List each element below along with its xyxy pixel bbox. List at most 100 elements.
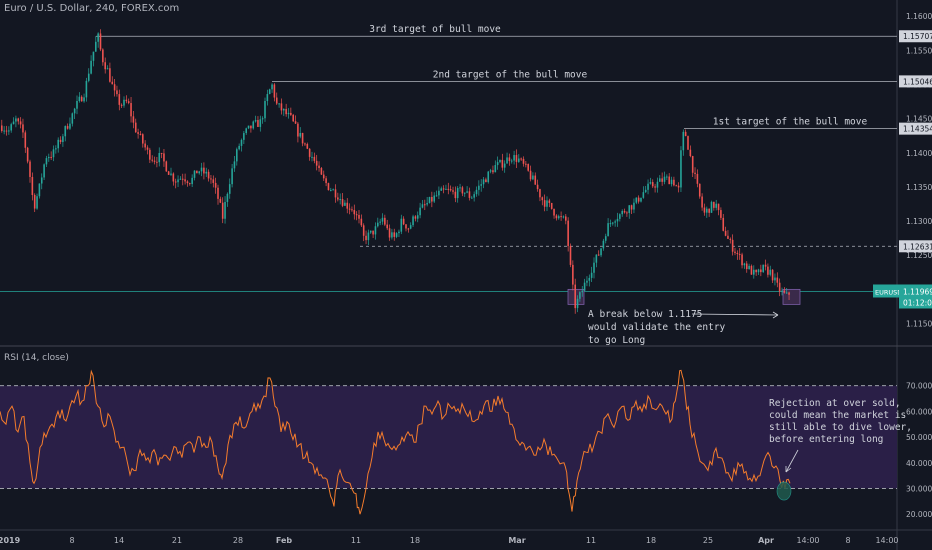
candle-body: [181, 178, 184, 180]
candle-body: [767, 266, 769, 275]
time-tick-label: 11: [351, 536, 361, 545]
candle-body: [731, 239, 734, 252]
candle-body: [405, 224, 407, 229]
candle-body: [167, 171, 170, 175]
time-tick-label: 8: [845, 536, 850, 545]
rsi-annotation-line: Rejection at over sold,: [769, 398, 901, 409]
candle-body: [621, 210, 623, 215]
candle-body: [424, 204, 426, 206]
candle-body: [649, 182, 652, 184]
candle-body: [174, 181, 177, 183]
candle-body: [670, 179, 673, 185]
candle-body: [614, 221, 616, 223]
candle-body: [536, 184, 539, 190]
candle-body: [189, 183, 191, 185]
candle-body: [753, 269, 755, 275]
time-axis[interactable]: 2019 8 14 21 28 Feb 11 18 Mar 11 18 25 Apr 14:00 8 14:0…: [0, 536, 899, 545]
candle-body: [694, 172, 696, 174]
candle-body: [69, 123, 71, 129]
candle-body: [127, 101, 130, 104]
candle-body: [111, 81, 114, 85]
candle-body: [447, 188, 450, 190]
candle-body: [156, 161, 158, 163]
rsi-label: RSI (14, close): [4, 353, 69, 363]
rsi-tick-label: 70.0000: [906, 382, 932, 391]
price-tick-label: 1.15500: [906, 46, 932, 55]
candle-body: [5, 130, 8, 132]
candle-body: [146, 147, 149, 150]
candle-body: [313, 156, 316, 161]
candle-body: [384, 217, 386, 225]
candle-body: [236, 149, 238, 162]
candle-body: [604, 236, 607, 241]
candle-body: [280, 103, 283, 111]
candle-body: [369, 230, 372, 233]
candle-body: [454, 191, 457, 199]
candle-body: [776, 277, 779, 283]
candle-body: [193, 170, 196, 178]
candle-body: [102, 49, 104, 63]
candle-body: [226, 193, 229, 202]
time-tick-label: 8: [69, 536, 74, 545]
candle-body: [659, 178, 661, 182]
candle-body: [473, 194, 475, 198]
time-tick-label: 21: [172, 536, 182, 545]
candle-body: [172, 173, 175, 182]
candle-body: [682, 131, 685, 151]
candle-body: [574, 284, 576, 309]
candle-body: [532, 175, 534, 180]
candle-body: [666, 176, 668, 178]
price-axis[interactable]: 1.160001.155001.150001.145001.140001.135…: [906, 12, 932, 328]
candle-body: [668, 176, 670, 185]
candle-body: [626, 212, 628, 214]
price-tick-label: 1.16000: [906, 12, 932, 21]
candle-body: [113, 84, 116, 91]
candle-body: [717, 203, 720, 211]
candle-body: [90, 60, 92, 74]
candle-body: [741, 254, 743, 266]
candle-body: [17, 118, 20, 122]
rsi-annotation-line: could mean the market is: [769, 410, 906, 421]
candle-body: [635, 197, 638, 203]
candle-body: [689, 149, 692, 157]
break-annotation-line: to go Long: [588, 335, 645, 346]
candle-body: [15, 118, 17, 122]
candle-body: [212, 179, 215, 183]
candle-body: [59, 139, 62, 143]
candle-body: [83, 97, 85, 102]
candle-body: [715, 203, 717, 208]
candle-body: [137, 132, 139, 134]
candle-body: [590, 272, 593, 278]
candle-body: [442, 188, 445, 190]
candle-body: [200, 167, 203, 172]
candle-body: [562, 216, 565, 218]
candle-body: [78, 96, 81, 101]
candle-body: [703, 207, 706, 213]
candle-body: [315, 160, 318, 166]
candle-body: [701, 196, 703, 208]
candle-body: [557, 216, 560, 219]
candle-body: [391, 232, 393, 238]
candle-body: [388, 228, 391, 238]
candle-body: [8, 130, 10, 132]
time-tick-label: 14: [114, 536, 124, 545]
candle-body: [233, 161, 236, 169]
candle-body: [367, 232, 370, 241]
candle-body: [541, 197, 544, 201]
time-tick-label: 11: [586, 536, 596, 545]
candle-body: [358, 214, 360, 219]
break-arrow-head: [772, 311, 779, 319]
candle-body: [769, 269, 772, 275]
candle-body: [546, 200, 548, 207]
candle-body: [616, 218, 619, 222]
candle-body: [339, 199, 341, 201]
candle-body: [550, 202, 553, 209]
candle-body: [322, 174, 325, 179]
candle-body: [567, 220, 569, 247]
countdown-label: 01:12:00: [903, 298, 932, 307]
candle-body: [426, 202, 428, 205]
candle-body: [381, 217, 384, 222]
candle-body: [1, 125, 3, 131]
candle-body: [633, 202, 635, 210]
